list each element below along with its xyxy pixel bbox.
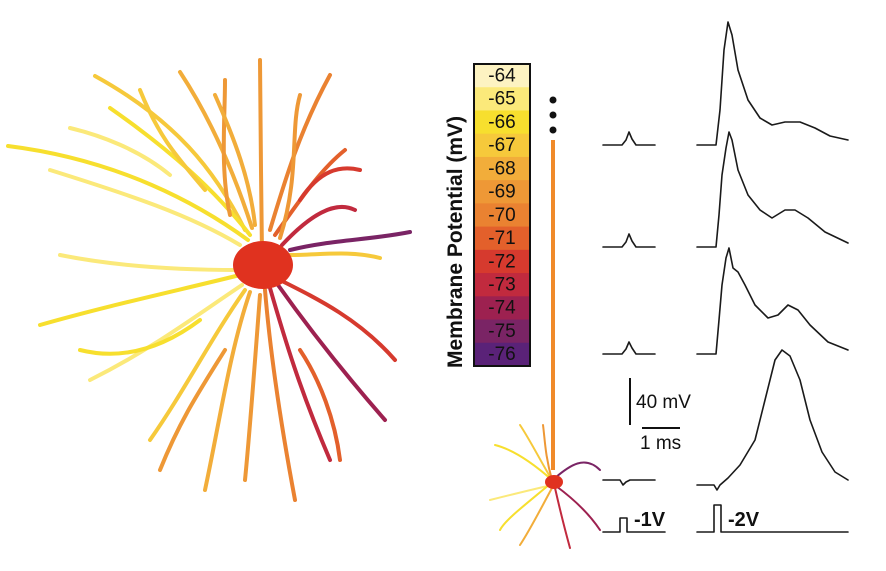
colorbar: -64 -65-66-67-68 -69-70-71-72 -73-74-75-76 bbox=[473, 63, 531, 367]
stimulus-label-2v: -2V bbox=[728, 509, 760, 531]
scale-bar-voltage-label: 40 mV bbox=[636, 392, 691, 413]
colorbar-swatch bbox=[474, 180, 530, 204]
colorbar-swatch bbox=[474, 203, 530, 228]
large-neuron-morphology bbox=[6, 58, 412, 502]
colorbar-swatch bbox=[474, 296, 530, 321]
stimulus-pulse-2v bbox=[696, 504, 849, 533]
trace-2v-row4 bbox=[696, 349, 849, 491]
ellipsis-dot bbox=[549, 111, 557, 119]
trace-1v-row2 bbox=[602, 233, 656, 248]
colorbar-swatch bbox=[474, 133, 530, 158]
colorbar-level-label: -68 bbox=[488, 158, 515, 179]
traces-1v bbox=[602, 131, 656, 486]
ellipsis-dot bbox=[549, 96, 557, 104]
trace-1v-row4 bbox=[602, 479, 656, 486]
trace-2v-row2 bbox=[696, 131, 849, 248]
traces-2v bbox=[696, 21, 849, 491]
stimulus-label-1v: -1V bbox=[634, 509, 666, 531]
colorbar-level-label: -69 bbox=[488, 182, 515, 203]
colorbar-swatch bbox=[474, 87, 530, 111]
colorbar-swatch bbox=[474, 273, 530, 297]
colorbar-level-label: -72 bbox=[488, 251, 515, 272]
colorbar-level-label: -76 bbox=[488, 344, 515, 365]
lower-left-dendrites bbox=[38, 253, 252, 492]
small-neuron bbox=[489, 96, 601, 549]
colorbar-level-label: -64 bbox=[488, 65, 516, 86]
small-soma bbox=[545, 475, 563, 489]
colorbar-level-label: -67 bbox=[488, 135, 515, 156]
colorbar-swatch bbox=[474, 249, 530, 274]
small-neuron-dendrites bbox=[489, 424, 601, 549]
trace-1v-row3 bbox=[602, 341, 656, 355]
colorbar-level-label: -73 bbox=[488, 275, 515, 296]
upper-left-dendrites bbox=[6, 70, 257, 247]
colorbar-swatch bbox=[474, 342, 530, 367]
colorbar-swatch bbox=[474, 226, 530, 251]
trace-1v-row1 bbox=[602, 131, 656, 146]
colorbar-level-label: -66 bbox=[488, 112, 515, 133]
upper-right-dendrites bbox=[268, 73, 412, 260]
scale-bar-time-label: 1 ms bbox=[640, 433, 681, 454]
colorbar-swatch bbox=[474, 110, 530, 135]
colorbar-level-label: -71 bbox=[488, 228, 515, 249]
trace-2v-row1 bbox=[696, 21, 849, 146]
large-soma bbox=[233, 241, 293, 289]
colorbar-level-label: -70 bbox=[488, 205, 515, 226]
colorbar-title: Membrane Potential (mV) bbox=[444, 116, 467, 368]
colorbar-level-label: -75 bbox=[488, 321, 515, 342]
colorbar-level-label: -65 bbox=[488, 89, 515, 110]
ellipsis-dot bbox=[549, 126, 557, 134]
colorbar-border bbox=[473, 63, 531, 367]
stimulus-pulse-1v bbox=[602, 517, 666, 533]
apical-trunk bbox=[258, 58, 264, 257]
colorbar-swatch bbox=[474, 156, 530, 181]
stimulus-pulses: -1V -2V bbox=[602, 504, 849, 533]
scale-bar: 40 mV 1 ms bbox=[629, 378, 691, 454]
lower-right-dendrites bbox=[243, 278, 397, 502]
colorbar-level-label: -74 bbox=[488, 298, 516, 319]
trace-2v-row3 bbox=[696, 247, 849, 355]
colorbar-swatch bbox=[474, 64, 530, 88]
colorbar-swatch bbox=[474, 319, 530, 344]
